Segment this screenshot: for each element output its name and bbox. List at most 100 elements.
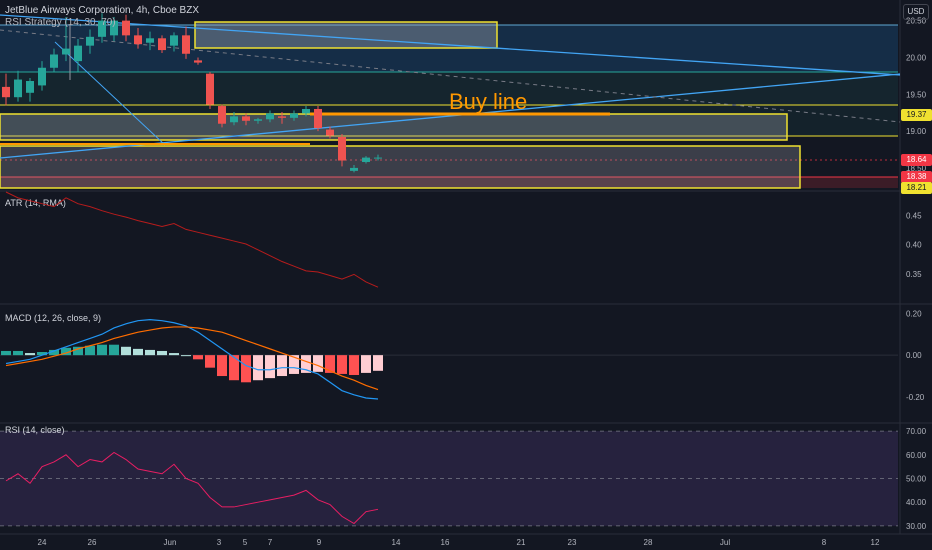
candle-body — [326, 129, 334, 136]
macd-histogram-bar — [85, 345, 95, 356]
macd-histogram-bar — [337, 355, 347, 374]
macd-histogram-bar — [169, 353, 179, 356]
candle-body — [170, 35, 178, 46]
time-axis-label: 23 — [568, 538, 577, 547]
signal-line — [5, 326, 379, 391]
price-tag-18-64: 18.64 — [901, 154, 932, 166]
time-axis-label: 5 — [243, 538, 248, 547]
candle — [158, 35, 166, 54]
candle-body — [218, 106, 226, 124]
candle-body — [242, 116, 250, 121]
macd-histogram-bar — [361, 355, 371, 373]
candle — [134, 27, 142, 49]
rectangle-annotation — [0, 145, 801, 189]
candle — [290, 110, 298, 121]
candle-body — [14, 79, 22, 98]
candle — [278, 111, 286, 124]
macd-histogram-bar — [49, 349, 59, 356]
rsi-legend: RSI (14, close) — [5, 425, 65, 435]
candle-body — [50, 54, 58, 68]
candle-body — [62, 48, 70, 55]
candle-body — [374, 157, 382, 159]
candle-body — [338, 136, 346, 161]
currency-button[interactable]: USD — [903, 4, 929, 20]
candle — [230, 111, 238, 126]
price-tag-18-21: 18.21 — [901, 182, 932, 194]
candle-body — [122, 20, 130, 36]
macd-histogram-bar — [37, 352, 47, 356]
atr-axis-label: 0.40 — [906, 241, 922, 250]
symbol-title[interactable]: JetBlue Airways Corporation, 4h, Cboe BZ… — [5, 5, 199, 16]
candle — [2, 73, 10, 106]
time-axis-label: Jul — [720, 538, 730, 547]
candle — [254, 117, 262, 124]
price-axis-label: 20.50 — [906, 17, 927, 26]
time-axis-label: 28 — [644, 538, 653, 547]
candle — [350, 164, 358, 173]
macd-histogram-bar — [181, 355, 191, 357]
price-axis-label: 19.50 — [906, 90, 927, 99]
macd-histogram-bar — [1, 350, 11, 356]
atr-axis-label: 0.35 — [906, 270, 922, 279]
candle-body — [290, 113, 298, 118]
macd-histogram-bar — [241, 355, 251, 383]
macd-histogram-bar — [73, 346, 83, 356]
rectangle-annotation — [0, 113, 788, 141]
macd-histogram-bar — [301, 355, 311, 373]
candle — [74, 39, 82, 73]
macd-histogram-bar — [373, 355, 383, 371]
time-axis-label: 26 — [88, 538, 97, 547]
candle-body — [134, 35, 142, 45]
strategy-legend[interactable]: RSI Strategy (14, 30, 70) — [5, 17, 116, 28]
atr-axis-label: 0.45 — [906, 211, 922, 220]
candle-body — [158, 38, 166, 51]
candle-body — [38, 67, 46, 86]
time-axis-label: 7 — [268, 538, 273, 547]
macd-histogram-bar — [193, 355, 203, 360]
macd-axis-label: 0.00 — [906, 351, 922, 360]
macd-legend: MACD (12, 26, close, 9) — [5, 313, 101, 323]
candle — [362, 156, 370, 164]
rsi-line — [5, 451, 379, 525]
candle — [266, 110, 274, 123]
candle — [122, 14, 130, 42]
macd-histogram-bar — [97, 344, 107, 356]
rsi-axis-label: 70.00 — [906, 427, 927, 436]
candle — [14, 70, 22, 102]
candle — [374, 154, 382, 161]
candle-body — [350, 167, 358, 171]
time-axis-label: 14 — [392, 538, 401, 547]
candle — [50, 48, 58, 73]
candle — [194, 57, 202, 65]
candle — [110, 16, 118, 42]
price-tag-19-37: 19.37 — [901, 109, 932, 121]
rsi-axis-label: 40.00 — [906, 498, 927, 507]
candle — [182, 26, 190, 59]
candle-body — [278, 116, 286, 118]
price-axis-label: 18.50 — [906, 164, 927, 173]
macd-histogram-bar — [157, 350, 167, 356]
macd-histogram-bar — [121, 346, 131, 356]
candle — [62, 16, 70, 62]
rsi-axis-label: 60.00 — [906, 451, 927, 460]
macd-histogram-bar — [313, 355, 323, 372]
macd-histogram-bar — [217, 355, 227, 377]
macd-histogram-bar — [277, 355, 287, 377]
candle-body — [254, 119, 262, 121]
macd-histogram-bar — [205, 355, 215, 368]
macd-histogram-bar — [145, 349, 155, 356]
candle-body — [74, 45, 82, 62]
candle — [314, 106, 322, 132]
trendline-steep — [54, 41, 166, 146]
candle-body — [182, 35, 190, 54]
macd-histogram-bar — [25, 353, 35, 356]
price-tag-18-38: 18.38 — [901, 171, 932, 183]
macd-histogram-bar — [325, 355, 335, 373]
candle — [170, 32, 178, 52]
macd-histogram-bar — [229, 355, 239, 381]
candle-body — [266, 113, 274, 120]
macd-histogram-bar — [13, 350, 23, 356]
time-axis-label: 24 — [38, 538, 47, 547]
candle-body — [302, 108, 310, 114]
